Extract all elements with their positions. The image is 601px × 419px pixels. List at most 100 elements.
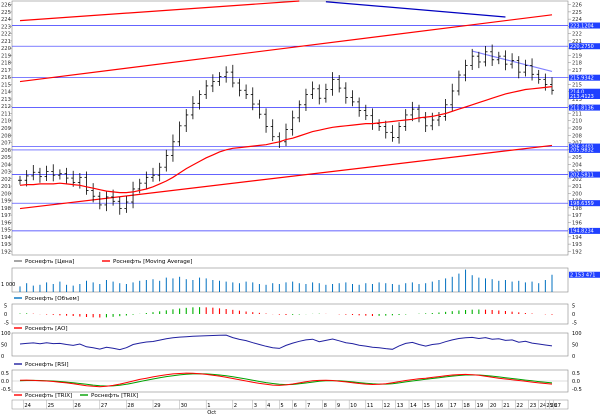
trend-line: [19, 14, 553, 83]
y-tick-label-right: 207: [572, 141, 582, 147]
legend-label: Роснефть [TRIX]: [91, 393, 138, 399]
x-axis-label: 24: [540, 403, 547, 409]
x-axis-label: 25: [546, 403, 553, 409]
y-tick-label-left: 208: [1, 133, 11, 139]
trix-axis-label: -0.5: [572, 387, 582, 393]
rsi-axis-label-left: 0: [1, 354, 4, 360]
y-tick-label-left: 206: [1, 148, 11, 154]
legend-label: Роснефть [AO]: [25, 326, 68, 332]
x-axis-label: 23: [530, 403, 537, 409]
y-tick-label-right: 200: [572, 191, 582, 197]
x-axis-label: 3: [254, 403, 257, 409]
y-tick-label-right: 208: [572, 133, 582, 139]
price-box: [569, 171, 600, 178]
y-tick-label-right: 205: [572, 155, 582, 161]
y-tick-label-right: 202: [572, 177, 582, 183]
y-tick-label-right: 219: [572, 53, 582, 59]
y-tick-label-right: 209: [572, 126, 582, 132]
y-tick-label-left: 195: [1, 228, 11, 234]
y-tick-label-left: 193: [1, 242, 11, 248]
volume-axis-label: 1 000: [1, 282, 15, 288]
trix-line: [19, 372, 553, 388]
x-axis-label: 27: [554, 403, 561, 409]
volume-value-label: 2 153 471: [570, 273, 595, 279]
price-box: [569, 43, 600, 50]
y-tick-label-right: 197: [572, 213, 582, 219]
ao-axis-label-left: 5: [4, 304, 7, 310]
y-tick-label-right: 221: [572, 39, 582, 45]
price-box-label: 211.8136: [570, 105, 594, 111]
y-tick-label-right: 194: [572, 235, 583, 241]
ao-axis-label: -5: [572, 320, 577, 326]
y-tick-label-right: 210: [572, 119, 582, 125]
ao-axis-label: 0: [572, 312, 575, 318]
x-axis-strip: [11, 399, 569, 410]
y-tick-label-left: 223: [1, 24, 11, 30]
price-box: [569, 74, 600, 81]
x-axis-label: 4: [267, 403, 271, 409]
rsi-axis-label: 0: [572, 354, 575, 360]
x-axis-label: 20: [490, 403, 497, 409]
moving-average-line: [19, 86, 553, 194]
trix-axis-label: 0.5: [572, 371, 580, 377]
rsi-axis-label: 100: [572, 331, 582, 337]
x-axis-label: 24: [24, 403, 31, 409]
legend-label: Роснефть [TRIX]: [25, 393, 72, 399]
y-tick-label-right: 213: [572, 97, 582, 103]
x-axis-label: 13: [397, 403, 404, 409]
legend-label: Роснефть [RSI]: [25, 362, 69, 368]
y-tick-label-left: 196: [1, 220, 11, 226]
price-box-label: 220.2750: [570, 44, 594, 50]
price-box: [569, 88, 600, 95]
x-axis-label: 17: [450, 403, 457, 409]
main-panel-frame: [11, 0, 569, 256]
trix-axis-label: 0.0: [572, 379, 580, 385]
y-tick-label-left: 209: [1, 126, 11, 132]
x-axis-label: 26: [74, 403, 81, 409]
y-tick-label-right: 226: [572, 3, 582, 9]
y-tick-label-right: 222: [572, 32, 582, 38]
x-axis-label: 16: [437, 403, 444, 409]
y-tick-label-right: 201: [572, 184, 582, 190]
y-tick-label-right: 193: [572, 242, 582, 248]
y-tick-label-right: 192: [572, 249, 582, 255]
price-box: [569, 200, 600, 207]
x-axis-label: 14: [410, 403, 417, 409]
y-tick-label-right: 215: [572, 82, 582, 88]
y-tick-label-right: 204: [572, 162, 583, 168]
legend-label: Роснефть [Объем]: [25, 296, 79, 302]
x-axis-label: 28: [127, 403, 134, 409]
trend-line: [19, 0, 300, 22]
price-box-label: 205.9832: [570, 148, 594, 154]
y-tick-label-right: 196: [572, 220, 582, 226]
y-tick-label-left: 199: [1, 199, 11, 205]
y-tick-label-left: 194: [1, 235, 12, 241]
y-tick-label-left: 207: [1, 141, 11, 147]
y-tick-label-left: 211: [1, 111, 11, 117]
price-box: [569, 92, 600, 99]
x-axis-label: 6: [294, 403, 297, 409]
ao-axis-label: 5: [572, 304, 575, 310]
x-axis-label: 30: [181, 403, 188, 409]
x-axis-label: 5: [280, 403, 283, 409]
x-axis-label: 22: [516, 403, 523, 409]
y-tick-label-left: 222: [1, 32, 11, 38]
y-tick-label-left: 200: [1, 191, 11, 197]
price-box: [569, 104, 600, 111]
y-tick-label-left: 215: [1, 82, 11, 88]
legend-label: Роснефть [Moving Average]: [113, 259, 192, 265]
price-box-label: 213.4123: [570, 94, 594, 100]
price-box-label: 223.1204: [570, 23, 594, 29]
volume-value-box: [569, 271, 600, 278]
x-axis-label: 1: [207, 403, 210, 409]
y-tick-label-left: 220: [1, 46, 11, 52]
ao-axis-label-left: 0: [4, 312, 7, 318]
rsi-axis-label-left: 50: [1, 343, 7, 349]
x-axis-label: 15: [423, 403, 430, 409]
y-tick-label-left: 192: [1, 249, 11, 255]
trend-line: [19, 144, 553, 210]
price-box-label: 215.9342: [570, 76, 594, 82]
y-tick-label-left: 202: [1, 177, 11, 183]
